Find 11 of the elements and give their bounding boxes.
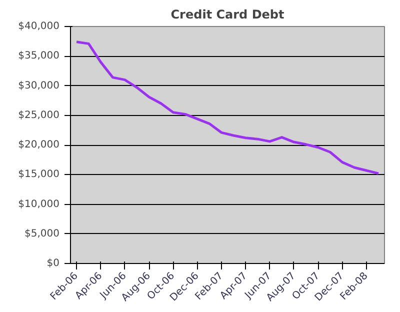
y-tick-label: $5,000 (24, 228, 60, 240)
y-tick-label: $10,000 (18, 198, 60, 210)
y-tick-label: $35,000 (18, 50, 60, 62)
y-tick-label: $15,000 (18, 169, 60, 180)
y-tick-label: $0 (46, 258, 60, 269)
chart-title: Credit Card Debt (170, 8, 285, 22)
line-series (75, 40, 380, 175)
y-tick-label: $30,000 (18, 80, 60, 92)
y-tick-label: $40,000 (18, 21, 60, 32)
y-tick-label: $25,000 (18, 110, 60, 121)
y-tick-label: $20,000 (18, 140, 60, 150)
